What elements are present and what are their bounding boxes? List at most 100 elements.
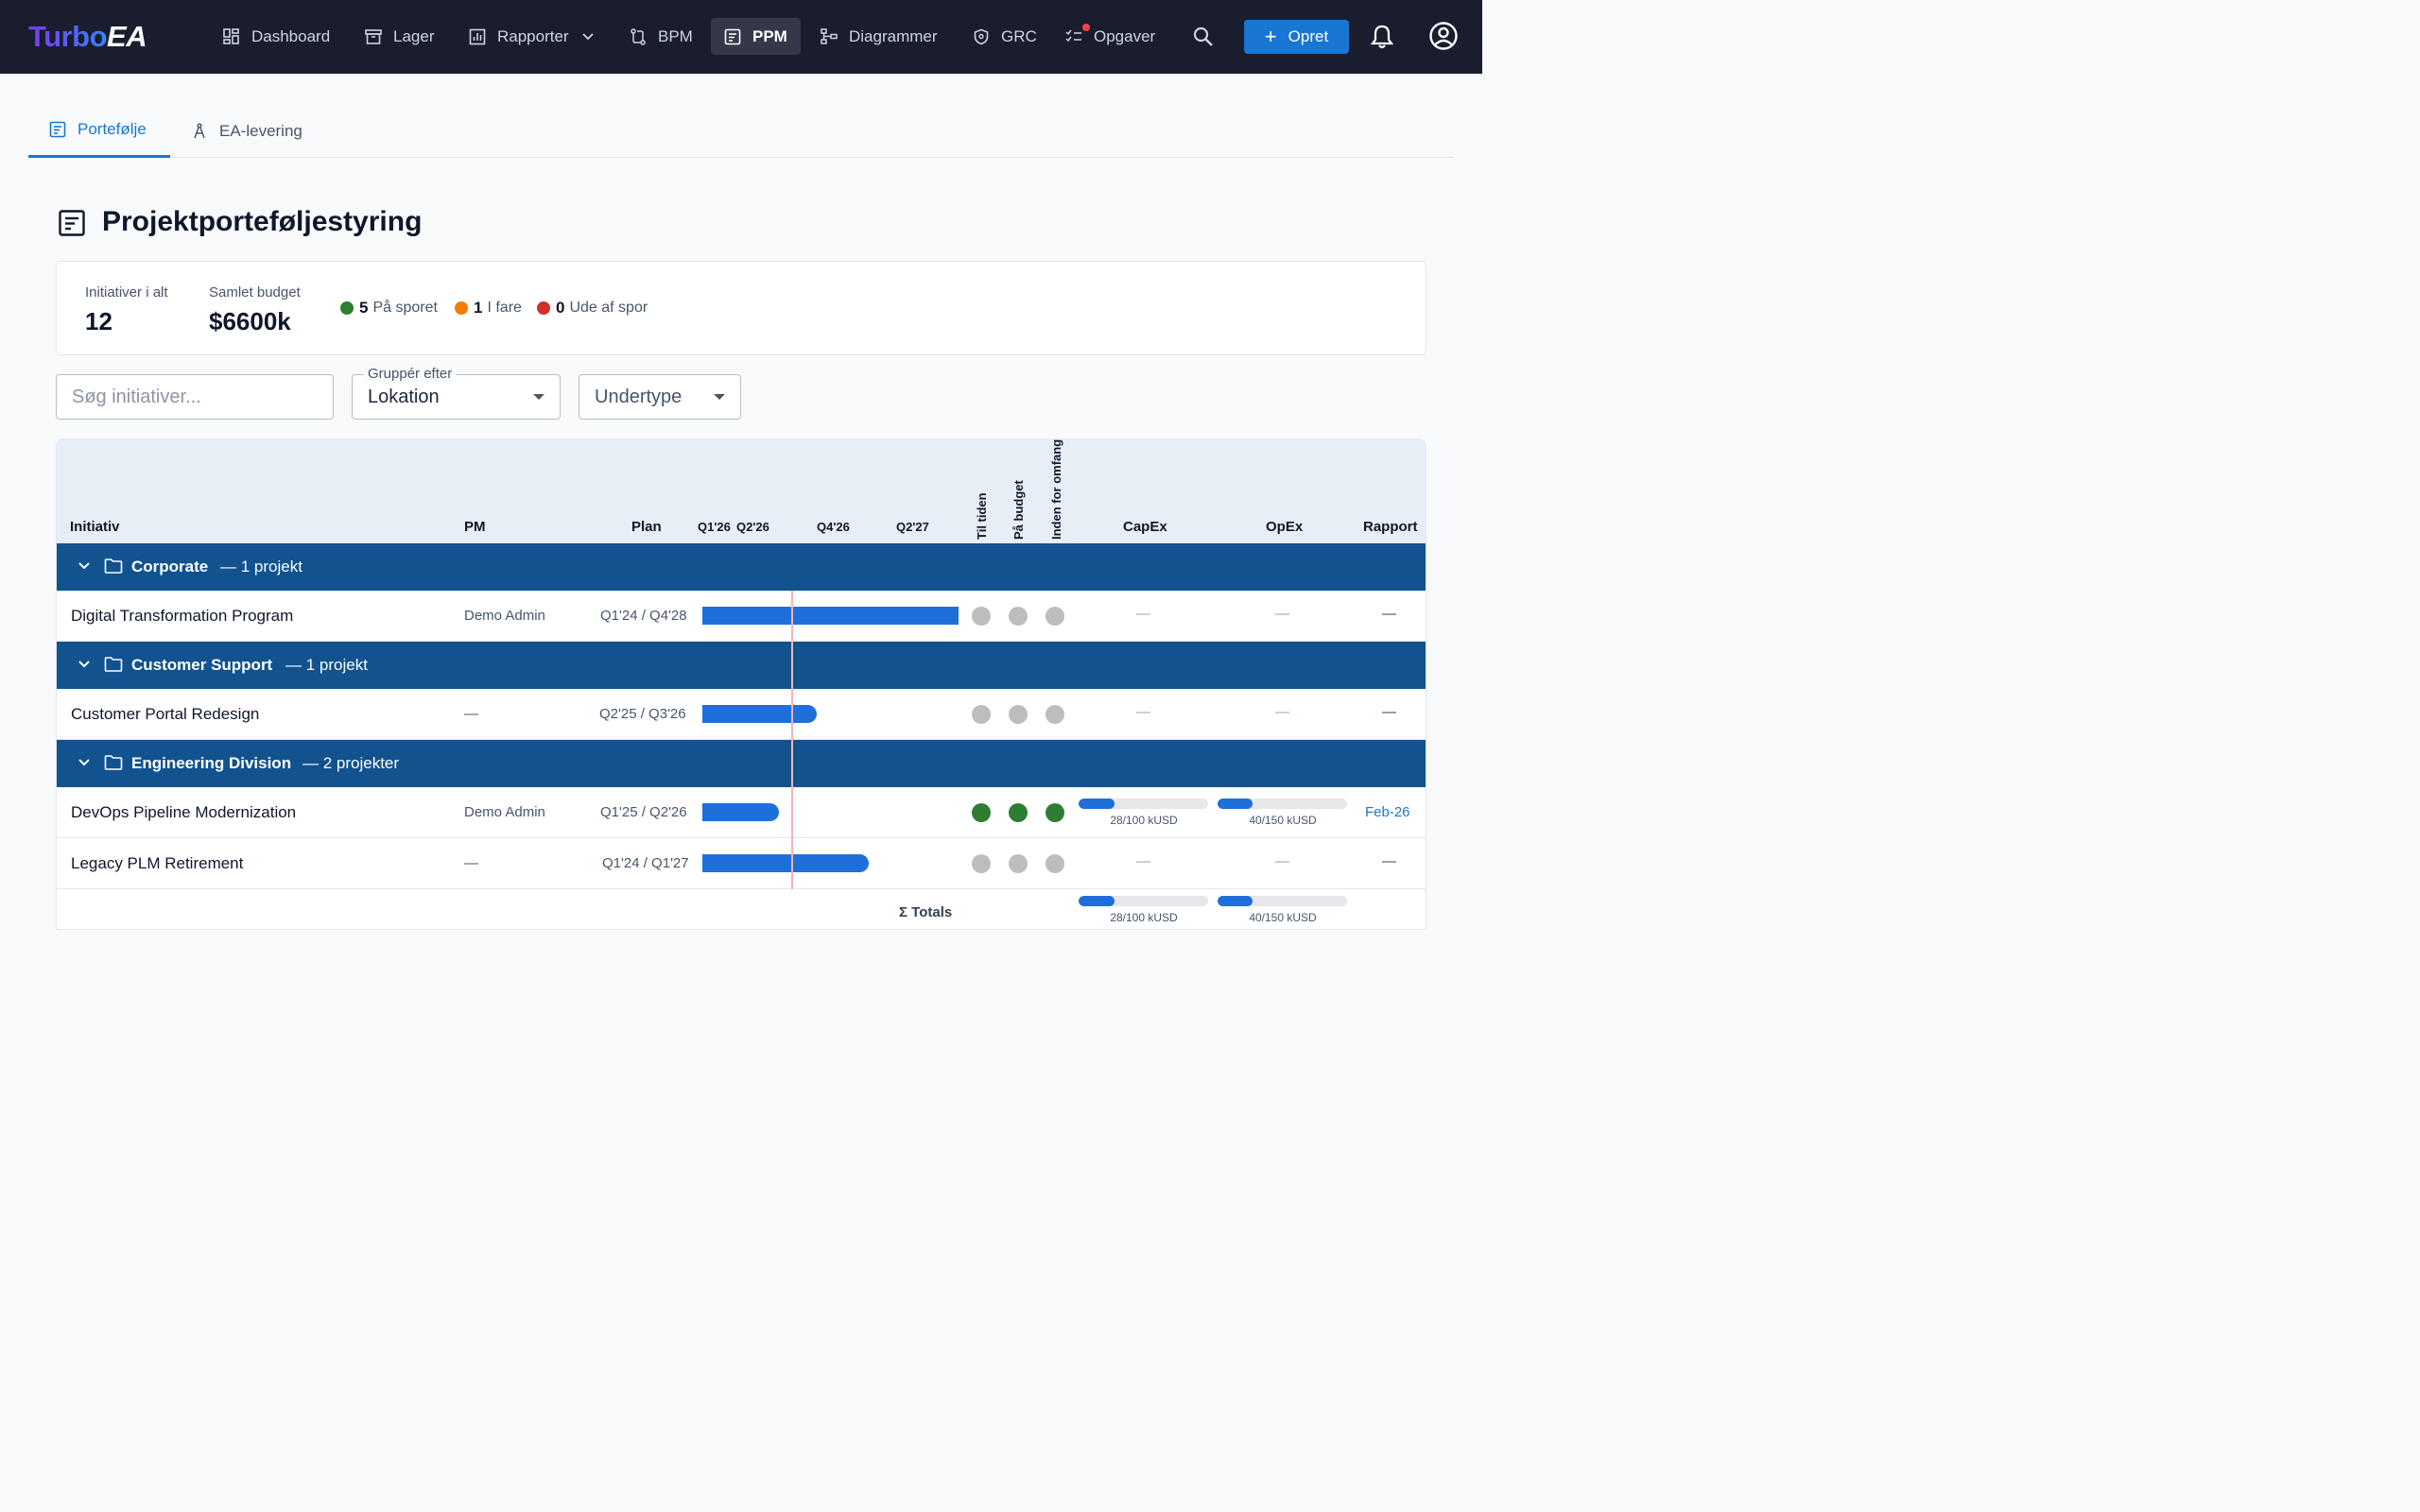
initiative-name[interactable]: Digital Transformation Program	[71, 607, 294, 625]
col-initiative[interactable]: Initiativ	[70, 519, 120, 535]
bell-icon[interactable]	[1370, 24, 1394, 50]
capex-value: 28/100 kUSD	[1110, 814, 1178, 827]
tab-portefolje[interactable]: Portefølje	[28, 104, 170, 158]
col-report[interactable]: Rapport	[1363, 519, 1418, 535]
portfolio-icon	[724, 28, 741, 44]
chevron-down-icon[interactable]	[78, 658, 91, 671]
timeline-bar	[702, 705, 817, 723]
red-dot-icon	[537, 301, 550, 315]
plan-period: Q2'25 / Q3'26	[599, 706, 686, 722]
opex-total-progress-fill	[1218, 896, 1253, 906]
archive-icon	[365, 28, 382, 44]
col-plan[interactable]: Plan	[631, 519, 662, 535]
group-name: Engineering Division	[131, 754, 292, 772]
dropdown-arrow-icon	[533, 394, 544, 400]
group-row-corporate[interactable]: Corporate — 1 projekt	[57, 543, 1426, 591]
on-budget-status-dot	[1009, 607, 1028, 626]
in-scope-status-dot	[1046, 607, 1064, 626]
nav-ppm[interactable]: PPM	[711, 18, 801, 55]
account-icon[interactable]	[1428, 21, 1459, 51]
nav-grc[interactable]: GRC	[973, 18, 1037, 55]
chevron-down-icon[interactable]	[78, 559, 91, 573]
report-value: —	[1382, 853, 1396, 869]
notification-badge	[1082, 23, 1090, 31]
quarter-label: Q2'27	[896, 520, 929, 534]
group-row-customer-support[interactable]: Customer Support — 1 projekt	[57, 642, 1426, 689]
portfolio-table: Initiativ PM Plan Q1'26 Q2'26 Q4'26 Q2'2…	[56, 438, 1426, 930]
in-scope-status-dot	[1046, 854, 1064, 873]
quarter-label: Q1'26	[698, 520, 731, 534]
pm-name: —	[464, 855, 478, 871]
search-input[interactable]: Søg initiativer...	[56, 374, 334, 420]
table-row[interactable]: Customer Portal Redesign — Q2'25 / Q3'26…	[57, 689, 1426, 740]
totals-label: Σ Totals	[899, 904, 953, 920]
opex-value: —	[1275, 606, 1289, 622]
opex-progress-bar	[1218, 799, 1347, 809]
col-capex[interactable]: CapEx	[1123, 519, 1167, 535]
pm-name: Demo Admin	[464, 608, 545, 624]
nav-opgaver[interactable]: Opgaver	[1065, 18, 1155, 55]
quarter-label: Q2'26	[736, 520, 769, 534]
compass-icon	[194, 122, 205, 138]
capex-total-progress-bar	[1079, 896, 1208, 906]
opex-value: —	[1275, 704, 1289, 720]
off-track-status: 0 Ude af spor	[537, 299, 648, 318]
initiative-name[interactable]: DevOps Pipeline Modernization	[71, 803, 297, 821]
group-row-engineering-division[interactable]: Engineering Division — 2 projekter	[57, 740, 1426, 787]
initiative-name[interactable]: Customer Portal Redesign	[71, 705, 260, 723]
nav-dashboard[interactable]: Dashboard	[223, 18, 330, 55]
on-time-status-dot	[972, 803, 991, 822]
tab-ea-levering[interactable]: EA-levering	[191, 104, 302, 158]
create-button[interactable]: + Opret	[1244, 20, 1349, 54]
capex-total-value: 28/100 kUSD	[1110, 911, 1178, 924]
nav-rapporter[interactable]: Rapporter	[469, 18, 594, 55]
process-icon	[631, 27, 646, 45]
folder-icon	[104, 657, 123, 672]
nav-diagrammer[interactable]: Diagrammer	[821, 18, 938, 55]
nav-bpm[interactable]: BPM	[630, 18, 693, 55]
col-on-budget: På budget	[1011, 480, 1026, 540]
turbo-ea-logo[interactable]: TurboEA	[28, 20, 147, 53]
total-budget-value: $6600k	[209, 307, 291, 335]
group-name: Customer Support	[131, 656, 273, 674]
on-budget-status-dot	[1009, 854, 1028, 873]
group-count: — 1 projekt	[220, 558, 302, 576]
group-by-select[interactable]: Gruppér efter Lokation	[352, 366, 561, 420]
total-initiatives-label: Initiativer i alt	[85, 284, 168, 301]
group-count: — 2 projekter	[302, 754, 400, 772]
group-name: Corporate	[131, 558, 209, 576]
on-track-status: 5 På sporet	[340, 299, 438, 318]
chevron-down-icon[interactable]	[78, 756, 91, 769]
folder-icon	[104, 755, 123, 770]
report-value: —	[1382, 606, 1396, 622]
col-opex[interactable]: OpEx	[1266, 519, 1304, 535]
total-initiatives-value: 12	[85, 307, 112, 335]
col-on-time: Til tiden	[975, 492, 989, 540]
group-by-label: Gruppér efter	[364, 366, 457, 382]
initiative-name[interactable]: Legacy PLM Retirement	[71, 854, 244, 872]
search-icon[interactable]	[1191, 25, 1216, 49]
on-time-status-dot	[972, 705, 991, 724]
portfolio-icon	[59, 210, 85, 236]
table-row[interactable]: Legacy PLM Retirement — Q1'24 / Q1'27 — …	[57, 838, 1426, 889]
tab-bar: Portefølje EA-levering	[28, 104, 1454, 158]
opex-value: —	[1275, 853, 1289, 869]
green-dot-icon	[340, 301, 354, 315]
on-budget-status-dot	[1009, 705, 1028, 724]
table-row[interactable]: Digital Transformation Program Demo Admi…	[57, 591, 1426, 642]
capex-value: —	[1136, 853, 1150, 869]
capex-progress-fill	[1079, 799, 1115, 809]
report-link[interactable]: Feb-26	[1365, 804, 1410, 820]
nav-lager[interactable]: Lager	[365, 18, 434, 55]
group-count: — 1 projekt	[285, 656, 368, 674]
col-pm[interactable]: PM	[464, 519, 486, 535]
table-row[interactable]: DevOps Pipeline Modernization Demo Admin…	[57, 787, 1426, 838]
today-marker-line	[791, 591, 793, 889]
totals-row: Σ Totals 28/100 kUSD 40/150 kUSD	[57, 889, 1426, 929]
diagram-icon	[821, 27, 838, 44]
page-title: Projektporteføljestyring	[102, 206, 423, 237]
plan-period: Q1'24 / Q4'28	[600, 608, 687, 624]
pm-name: Demo Admin	[464, 804, 545, 820]
chevron-down-icon	[581, 32, 594, 40]
subtype-select[interactable]: Undertype	[579, 374, 741, 420]
